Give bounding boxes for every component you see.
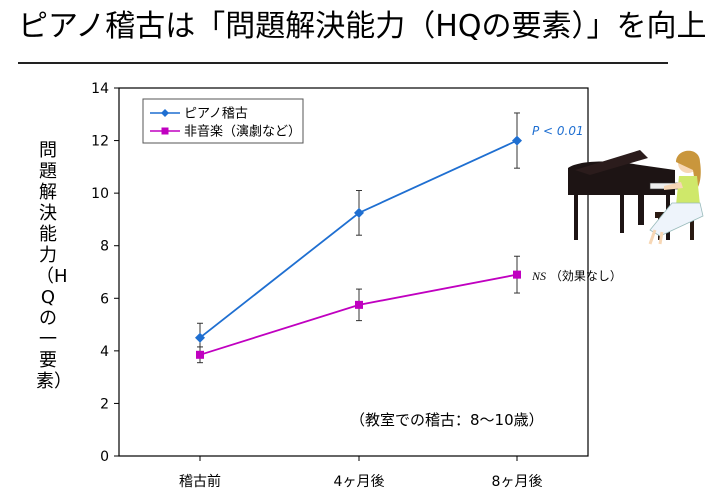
slide-title: ピアノ稽古は「問題解決能力（HQの要素）」を向上 [18, 9, 707, 44]
x-tick-label: 8ヶ月後 [492, 474, 543, 490]
data-point [512, 135, 522, 146]
data-point [196, 350, 204, 359]
ns-effect-label: （効果なし） [550, 268, 622, 283]
piano-leg-mid [620, 195, 624, 233]
girl-legs [648, 229, 664, 245]
legend-marker-nonmusic [161, 127, 169, 135]
study-condition-note: （教室での稽古：8〜10歳） [350, 411, 544, 429]
y-tick-label: 2 [100, 396, 109, 412]
nonmusic-significance-label: NS （効果なし） [531, 268, 622, 283]
series-layer [195, 112, 522, 364]
legend: ピアノ稽古 非音楽（演劇など） [142, 98, 304, 144]
piano-lid [575, 150, 648, 175]
data-point [354, 207, 364, 218]
legend-box [142, 98, 304, 144]
y-tick-label: 10 [91, 186, 109, 202]
piano-significance-label: P < 0.01 [532, 124, 584, 138]
piano-leg-left [574, 195, 578, 240]
y-tick-label: 6 [100, 291, 109, 307]
girl-shirt [676, 176, 700, 205]
girl-arm [664, 182, 683, 190]
y-axis-label: 問題解決能力（HQの一要素） [36, 140, 72, 392]
data-point [355, 300, 363, 309]
x-tick-label: 4ヶ月後 [334, 474, 385, 490]
y-tick-label: 0 [100, 449, 109, 465]
piano-body [568, 161, 675, 195]
y-tick-label: 4 [100, 344, 109, 360]
girl-playing-grand-piano-icon [568, 150, 704, 245]
y-tick-label: 8 [100, 239, 109, 255]
y-axis-ticks: 0 2 4 6 8 10 12 14 [91, 81, 119, 465]
legend-label-nonmusic: 非音楽（演劇など） [184, 124, 301, 140]
legend-marker-piano [161, 109, 169, 117]
legend-label-piano: ピアノ稽古 [184, 107, 248, 122]
piano-pedal-lyre [638, 195, 644, 225]
ns-label: NS [531, 269, 546, 283]
x-tick-label: 稽古前 [179, 473, 221, 490]
title-underline [18, 62, 668, 64]
plot-area [118, 87, 589, 457]
data-point [513, 270, 521, 279]
y-tick-label: 12 [91, 134, 109, 150]
y-tick-label: 14 [91, 81, 109, 97]
x-axis-ticks: 稽古前 4ヶ月後 8ヶ月後 [179, 456, 542, 490]
girl-skirt [649, 202, 704, 237]
data-point [195, 332, 205, 343]
